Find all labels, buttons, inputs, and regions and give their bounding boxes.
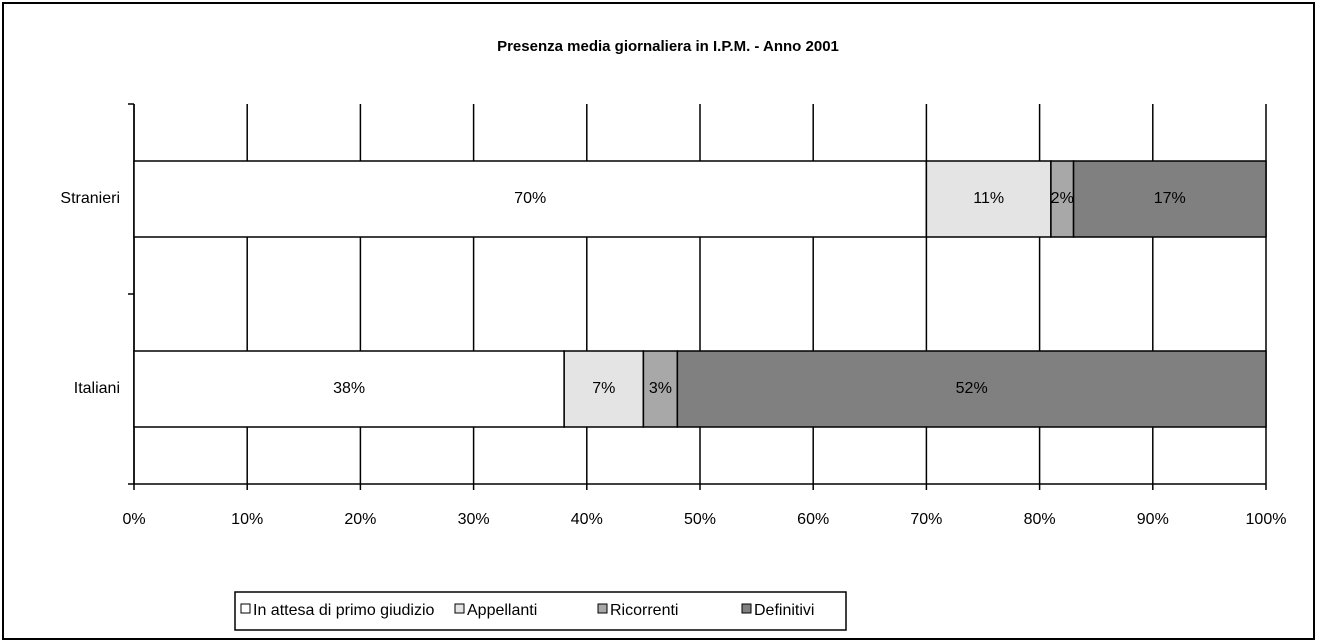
x-tick-label: 80% <box>1024 511 1056 528</box>
legend-label: Definitivi <box>754 602 814 619</box>
x-tick-label: 0% <box>122 511 145 528</box>
legend-label: Ricorrenti <box>610 602 678 619</box>
legend-swatch <box>741 603 752 614</box>
chart-title: Presenza media giornaliera in I.P.M. - A… <box>497 38 839 55</box>
x-tick-label: 60% <box>797 511 829 528</box>
bar-segment <box>1072 160 1267 238</box>
x-tick-label: 100% <box>1246 511 1287 528</box>
y-tick-label: Stranieri <box>60 190 120 207</box>
bar-segment <box>676 350 1267 428</box>
bar-segment <box>642 350 679 428</box>
x-tick-label: 50% <box>684 511 716 528</box>
legend-label: In attesa di primo giudizio <box>253 602 435 619</box>
legend-swatch <box>454 603 465 614</box>
bar-segment <box>133 160 928 238</box>
x-tick-label: 30% <box>458 511 490 528</box>
x-tick-label: 40% <box>571 511 603 528</box>
data-label: 17% <box>1154 190 1186 207</box>
data-label: 2% <box>1051 190 1074 207</box>
legend-swatch <box>597 603 608 614</box>
x-tick-label: 10% <box>231 511 263 528</box>
legend-swatch <box>240 603 251 614</box>
x-tick-label: 90% <box>1137 511 1169 528</box>
bar-segment <box>925 160 1052 238</box>
data-label: 11% <box>973 190 1004 207</box>
data-label: 70% <box>514 190 546 207</box>
y-tick-label: Italiani <box>74 380 120 397</box>
x-tick-label: 70% <box>910 511 942 528</box>
data-label: 7% <box>592 380 615 397</box>
data-label: 38% <box>333 380 365 397</box>
legend-label: Appellanti <box>467 602 537 619</box>
data-label: 3% <box>649 380 672 397</box>
x-tick-label: 20% <box>344 511 376 528</box>
data-label: 52% <box>956 380 988 397</box>
